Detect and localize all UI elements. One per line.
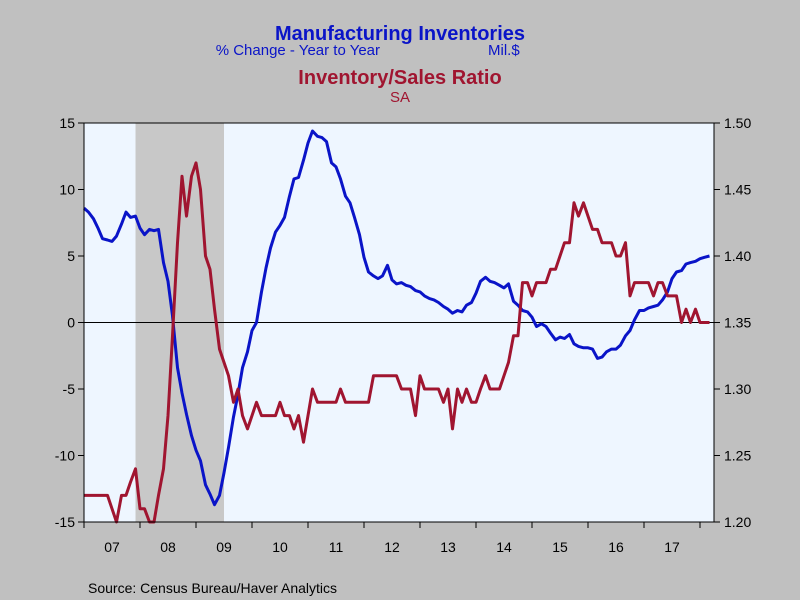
x-tick-label: 13	[440, 539, 456, 555]
x-tick-label: 12	[384, 539, 400, 555]
y-left-tick-label: -5	[63, 381, 76, 397]
y-left-tick-label: 10	[59, 182, 75, 198]
x-tick-label: 17	[664, 539, 680, 555]
y-right-tick-label: 1.50	[724, 115, 751, 131]
chart-title-secondary: Inventory/Sales Ratio	[298, 67, 501, 89]
y-right-tick-label: 1.35	[724, 315, 751, 331]
x-tick-label: 15	[552, 539, 568, 555]
x-tick-label: 16	[608, 539, 624, 555]
x-tick-label: 08	[160, 539, 176, 555]
x-tick-label: 10	[272, 539, 288, 555]
chart-subtitle-secondary: SA	[390, 89, 410, 106]
y-axis-left: 15 10 5 0 -5 -10 -15	[55, 115, 84, 530]
y-right-tick-label: 1.25	[724, 448, 751, 464]
y-left-tick-label: 0	[67, 315, 75, 331]
x-tick-label: 14	[496, 539, 512, 555]
y-right-tick-label: 1.20	[724, 514, 751, 530]
y-left-tick-label: -15	[55, 514, 75, 530]
chart-subtitle-right: Mil.$	[488, 42, 520, 59]
y-left-tick-label: 5	[67, 248, 75, 264]
series-line-inventory-sales-ratio	[84, 161, 710, 524]
x-tick-label: 09	[216, 539, 232, 555]
source-note: Source: Census Bureau/Haver Analytics	[88, 580, 337, 596]
y-axis-right: 1.50 1.45 1.40 1.35 1.30 1.25 1.20	[714, 115, 751, 530]
y-right-tick-label: 1.30	[724, 381, 751, 397]
chart-title: Manufacturing Inventories	[275, 23, 525, 45]
y-right-tick-label: 1.45	[724, 182, 751, 198]
x-axis: 07 08 09 10 11 12 13 14 15 16 17	[83, 522, 701, 555]
x-tick-label: 07	[104, 539, 120, 555]
y-right-tick-label: 1.40	[724, 248, 751, 264]
x-tick-label: 11	[329, 539, 344, 555]
series-line-manufacturing-inventories	[83, 129, 710, 507]
chart-subtitle-left: % Change - Year to Year	[216, 42, 380, 59]
y-left-tick-label: -10	[55, 448, 75, 464]
series-layer	[83, 129, 710, 524]
y-left-tick-label: 15	[59, 115, 75, 131]
